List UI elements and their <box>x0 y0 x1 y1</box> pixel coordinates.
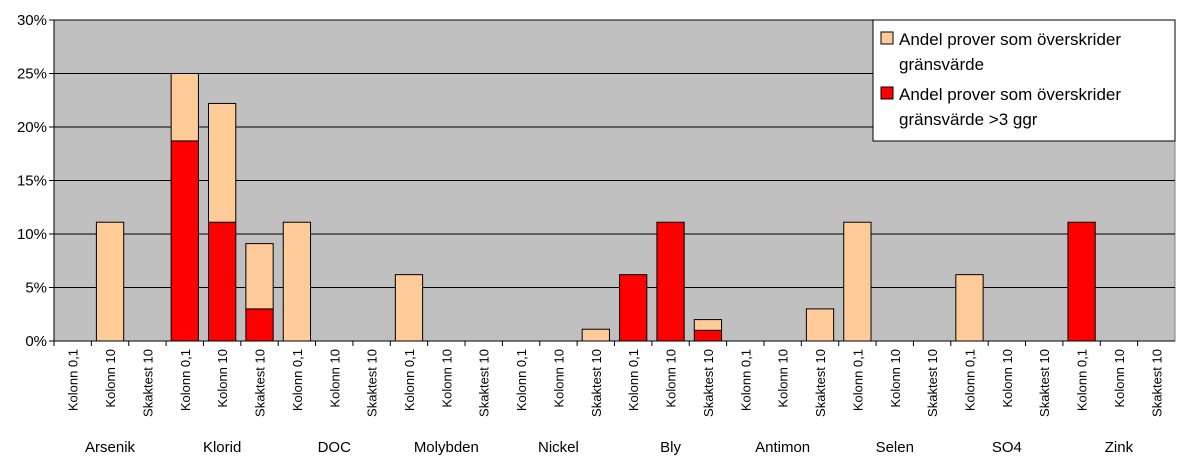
bar-segment <box>656 221 685 342</box>
x-tick-label: Kolonn 10 <box>327 349 342 408</box>
x-tick-label: Kolonn 0,1 <box>850 349 865 411</box>
x-tick-label: Kolonn 10 <box>888 349 903 408</box>
group-label: Selen <box>876 439 914 456</box>
x-tick-label: Skaktest 10 <box>925 349 940 417</box>
bar-segment <box>693 329 723 342</box>
legend-label: gränsvärde >3 ggr <box>899 110 1038 129</box>
x-tick-label: Skaktest 10 <box>140 349 155 417</box>
bar-segment <box>955 274 984 342</box>
group-label: Klorid <box>203 439 241 456</box>
bar-segment <box>245 308 274 342</box>
bar-segment <box>1067 221 1096 342</box>
x-tick-label: Skaktest 10 <box>477 349 492 417</box>
bar-segment <box>282 221 312 342</box>
x-tick-label: Skaktest 10 <box>365 349 380 417</box>
x-tick-label: Kolonn 0,1 <box>962 349 977 411</box>
x-tick-label: Skaktest 10 <box>589 349 604 417</box>
x-tick-label: Kolonn 10 <box>1000 349 1015 408</box>
y-tick-label: 30% <box>17 12 47 29</box>
x-tick-label: Skaktest 10 <box>813 349 828 417</box>
bar-segment <box>95 221 125 342</box>
x-tick-label: Skaktest 10 <box>701 349 716 417</box>
x-tick-label: Kolonn 0,1 <box>626 349 641 411</box>
bar-segment <box>394 274 424 342</box>
bar-segment <box>170 140 199 342</box>
x-tick-label: Kolonn 10 <box>776 349 791 408</box>
group-label: Antimon <box>755 439 810 456</box>
x-tick-label: Kolonn 10 <box>1112 349 1127 408</box>
x-tick-label: Kolonn 10 <box>103 349 118 408</box>
bar-segment <box>619 274 648 342</box>
x-tick-label: Kolonn 0,1 <box>290 349 305 411</box>
group-label: Molybden <box>414 439 479 456</box>
x-tick-label: Kolonn 0,1 <box>1075 349 1090 411</box>
x-tick-label: Kolonn 0,1 <box>66 349 81 411</box>
bar-segment <box>208 221 237 342</box>
bar-segment <box>170 73 199 142</box>
bar-segment <box>245 243 274 310</box>
y-tick-label: 15% <box>17 173 47 190</box>
bar-segment <box>581 328 610 342</box>
x-tick-label: Skaktest 10 <box>1149 349 1164 417</box>
x-tick-label: Kolonn 0,1 <box>738 349 753 411</box>
legend-label: Andel prover som överskrider <box>899 30 1121 49</box>
x-tick-label: Kolonn 10 <box>551 349 566 408</box>
legend-label: Andel prover som överskrider <box>899 85 1121 104</box>
group-label: Arsenik <box>85 439 136 456</box>
group-label: Nickel <box>538 439 579 456</box>
x-tick-label: Kolonn 10 <box>215 349 230 408</box>
x-tick-label: Kolonn 0,1 <box>402 349 417 411</box>
x-tick-label: Kolonn 10 <box>439 349 454 408</box>
legend-swatch <box>880 31 894 45</box>
y-tick-label: 5% <box>25 280 47 297</box>
legend <box>872 19 1176 142</box>
y-tick-label: 10% <box>17 226 47 243</box>
legend-label: gränsvärde <box>899 55 984 74</box>
y-tick-label: 0% <box>25 333 47 350</box>
bar-segment <box>693 319 723 331</box>
group-label: Zink <box>1105 439 1134 456</box>
bar-segment <box>843 221 872 342</box>
x-tick-label: Skaktest 10 <box>253 349 268 417</box>
group-label: SO4 <box>992 439 1022 456</box>
x-tick-label: Kolonn 0,1 <box>514 349 529 411</box>
legend-swatch <box>880 86 894 100</box>
x-tick-label: Kolonn 10 <box>664 349 679 408</box>
x-tick-label: Skaktest 10 <box>1037 349 1052 417</box>
group-label: DOC <box>318 439 352 456</box>
y-tick-label: 20% <box>17 119 47 136</box>
x-tick-label: Kolonn 0,1 <box>178 349 193 411</box>
bar-segment <box>805 308 835 342</box>
bar-segment <box>208 102 237 223</box>
y-tick-label: 25% <box>17 66 47 83</box>
group-label: Bly <box>660 439 681 456</box>
